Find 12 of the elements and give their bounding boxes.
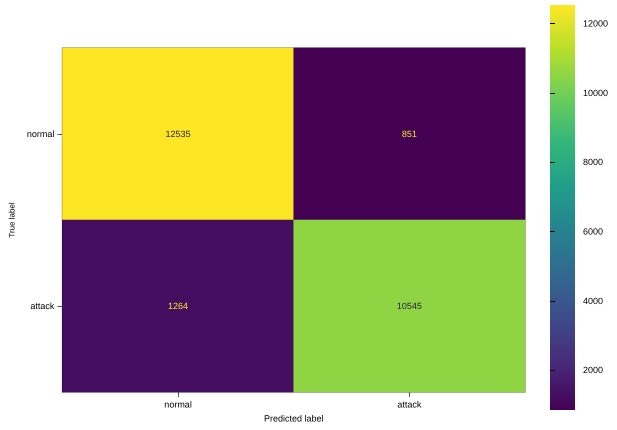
color-bar-label: 10000 [583,88,608,98]
color-bar-label: 8000 [583,157,604,168]
data-label: 12535 [166,129,191,139]
data-label: 851 [402,129,417,139]
color-bar-label: 2000 [583,365,604,376]
color-bar-label: 6000 [583,226,604,237]
color-bar-label: 4000 [583,296,604,306]
color-bar-label: 12000 [583,18,608,29]
x-axis-title: Predicted label [264,414,324,424]
y-axis-title: True label [8,202,16,238]
data-label: 10545 [396,301,422,311]
data-label: 1264 [168,301,188,311]
